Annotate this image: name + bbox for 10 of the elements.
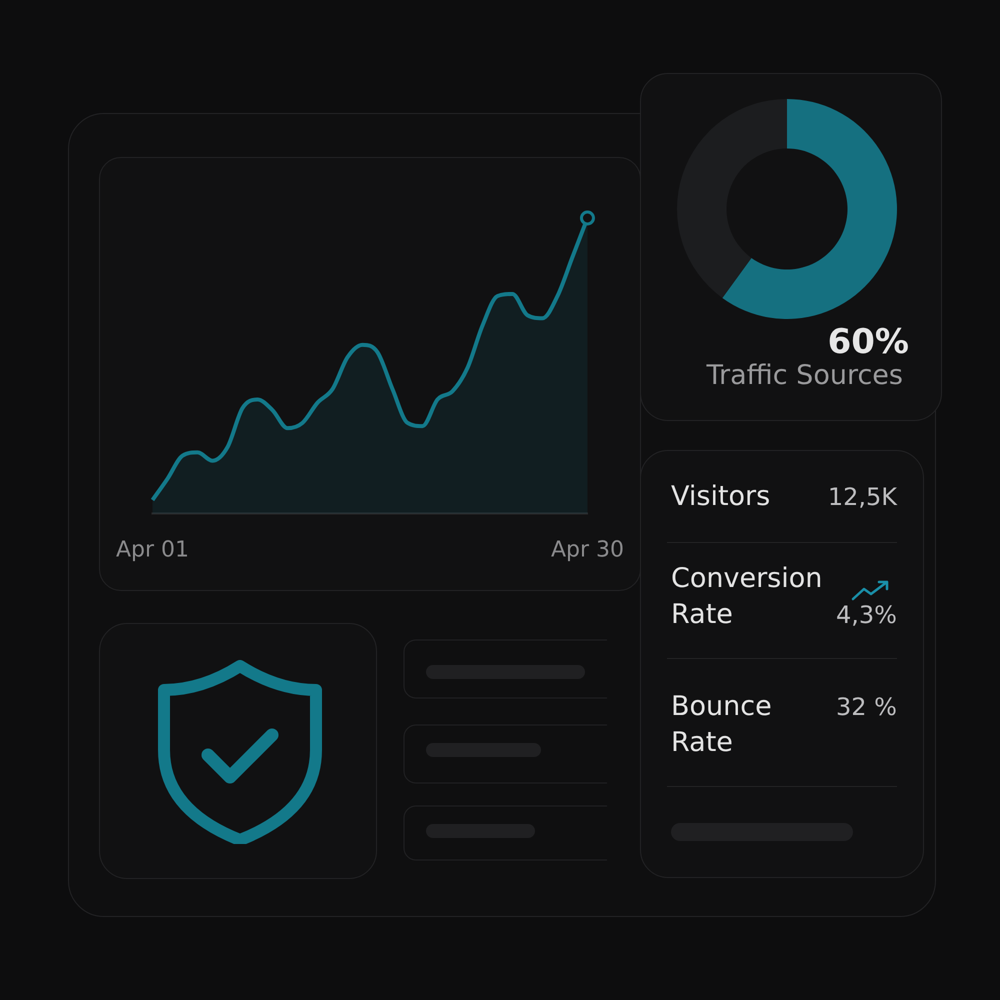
data-label: 60% <box>828 322 909 362</box>
text: 4,3% <box>836 601 897 629</box>
text: 32 % <box>836 693 897 721</box>
category-label: Conversion Rate <box>671 563 822 630</box>
text: 12,5K <box>828 483 897 511</box>
x-tick-label: Apr 01 <box>116 538 190 563</box>
category-label: Bounce Rate <box>671 691 772 758</box>
text: Traffic Sources <box>706 360 903 391</box>
category-label: Visitors <box>671 481 770 512</box>
x-tick-label: Apr 30 <box>550 538 624 563</box>
